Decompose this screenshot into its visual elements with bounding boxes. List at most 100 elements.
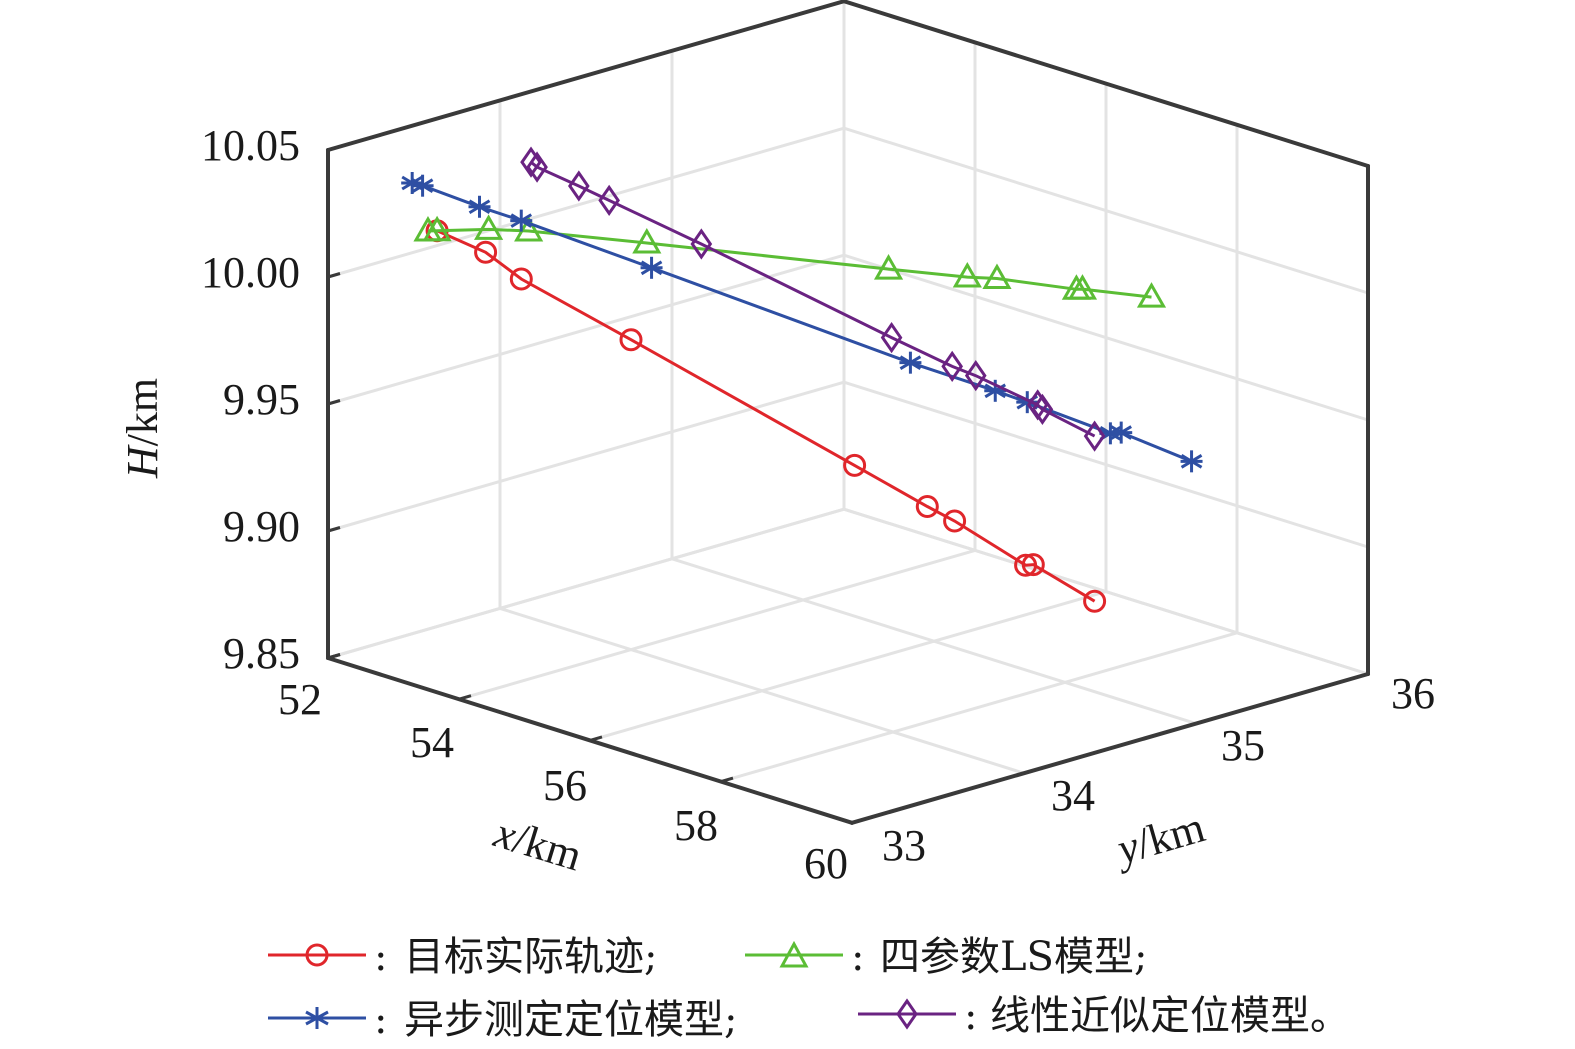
triangle-marker — [632, 227, 662, 254]
gridline — [499, 606, 1025, 775]
legend-label: 目标实际轨迹; — [404, 934, 657, 980]
y-tick-label: 35 — [1221, 721, 1265, 770]
circle-marker — [1083, 589, 1107, 613]
z-axis-label: H/km — [118, 378, 167, 479]
circle-marker — [1021, 553, 1045, 577]
tick-mark — [851, 817, 865, 825]
z-tick-label: 9.85 — [223, 629, 300, 678]
diamond-marker — [690, 228, 713, 260]
legend: : 目标实际轨迹; : 四参数LS模型; : 异步测定定位模型; : 线性近似定… — [268, 934, 1350, 1043]
y-axis-label: y/km — [1108, 802, 1210, 874]
x-tick-label: 58 — [674, 801, 718, 850]
gridline — [327, 253, 845, 406]
asterisk-marker — [640, 256, 663, 279]
asterisk-marker — [899, 351, 922, 374]
z-axis-var: H — [118, 444, 167, 479]
asterisk-marker — [1110, 421, 1133, 444]
series-diamond — [520, 146, 1106, 452]
legend-sep: : — [374, 997, 387, 1043]
circle-marker — [843, 453, 867, 477]
z-tick-label: 9.90 — [223, 502, 300, 551]
legend-label: 四参数LS模型; — [880, 934, 1147, 980]
tick-mark — [327, 145, 341, 152]
asterisk-marker-icon — [305, 1007, 329, 1029]
series-asterisk — [401, 172, 1203, 473]
gridline — [843, 380, 1369, 549]
triangle-marker — [1136, 282, 1167, 308]
grid-lines — [326, 0, 1370, 825]
asterisk-marker — [411, 174, 434, 197]
x-tick-labels: 52 54 56 58 60 — [278, 675, 848, 888]
x-tick-label: 60 — [804, 839, 848, 888]
y-tick-labels: 33 34 35 36 — [882, 669, 1435, 870]
diamond-marker — [1031, 393, 1054, 426]
y-axis-unit: /km — [1131, 802, 1210, 868]
legend-item: : 四参数LS模型; — [745, 934, 1147, 980]
diamond-marker — [598, 184, 620, 217]
legend-label: 线性近似定位模型。 — [990, 993, 1350, 1039]
gridline — [671, 557, 1197, 726]
series-line — [436, 229, 1096, 603]
x-tick-label: 52 — [278, 675, 322, 724]
series-triangle — [413, 214, 1167, 308]
tick-marks — [327, 145, 865, 825]
diamond-marker — [1083, 420, 1106, 452]
circle-marker — [943, 509, 967, 533]
triangle-marker — [982, 263, 1012, 290]
z-tick-label: 10.05 — [201, 121, 300, 170]
triangle-marker — [1067, 274, 1098, 300]
circle-marker — [474, 240, 498, 264]
x-tick-label: 54 — [410, 718, 454, 767]
triangle-marker — [952, 262, 982, 288]
circle-marker — [619, 328, 643, 352]
x-axis-label: x/km — [488, 808, 587, 881]
circle-marker — [1014, 553, 1038, 577]
z-tick-labels: 9.85 9.90 9.95 10.00 10.05 — [201, 121, 300, 678]
z-tick-label: 9.95 — [223, 375, 300, 424]
legend-sep: : — [964, 993, 977, 1039]
data-series — [401, 146, 1203, 613]
diamond-marker — [526, 151, 548, 183]
legend-sep: : — [851, 934, 864, 980]
gridline — [327, 380, 845, 533]
diamond-marker — [941, 350, 964, 383]
legend-label: 异步测定定位模型; — [404, 997, 737, 1043]
gridline — [327, 126, 845, 279]
x-axis-unit: /km — [508, 814, 588, 881]
gridline — [327, 507, 845, 660]
tick-mark — [589, 735, 603, 742]
gridline — [720, 631, 1238, 784]
tick-mark — [327, 526, 341, 533]
asterisk-marker — [1180, 450, 1203, 473]
y-tick-label: 33 — [882, 821, 926, 870]
axis-edge — [850, 672, 1370, 825]
legend-item: : 异步测定定位模型; — [268, 997, 737, 1043]
legend-item: : 目标实际轨迹; — [268, 934, 657, 980]
asterisk-marker — [468, 195, 491, 218]
series-line — [530, 161, 1096, 438]
x-tick-label: 56 — [543, 761, 587, 810]
gridline — [458, 548, 976, 701]
series-line — [427, 227, 1152, 299]
tick-mark — [327, 653, 341, 660]
diamond-marker — [880, 321, 903, 354]
diamond-marker — [520, 146, 542, 178]
circle-marker — [915, 495, 939, 518]
y-tick-label: 36 — [1391, 669, 1435, 718]
gridline — [843, 126, 1369, 295]
tick-mark — [458, 694, 472, 701]
diamond-marker — [964, 360, 987, 392]
asterisk-marker — [984, 379, 1007, 402]
tick-mark — [720, 776, 734, 784]
y-tick-label: 34 — [1051, 771, 1095, 820]
triangle-marker — [422, 215, 452, 242]
z-axis-unit: /km — [118, 378, 167, 446]
diamond-marker — [568, 170, 590, 202]
triangle-marker-icon — [779, 940, 809, 968]
gridline — [843, 253, 1369, 422]
triangle-marker — [474, 214, 504, 240]
circle-marker — [509, 267, 533, 291]
axis-edge — [842, 0, 1370, 168]
tick-mark — [327, 399, 341, 406]
